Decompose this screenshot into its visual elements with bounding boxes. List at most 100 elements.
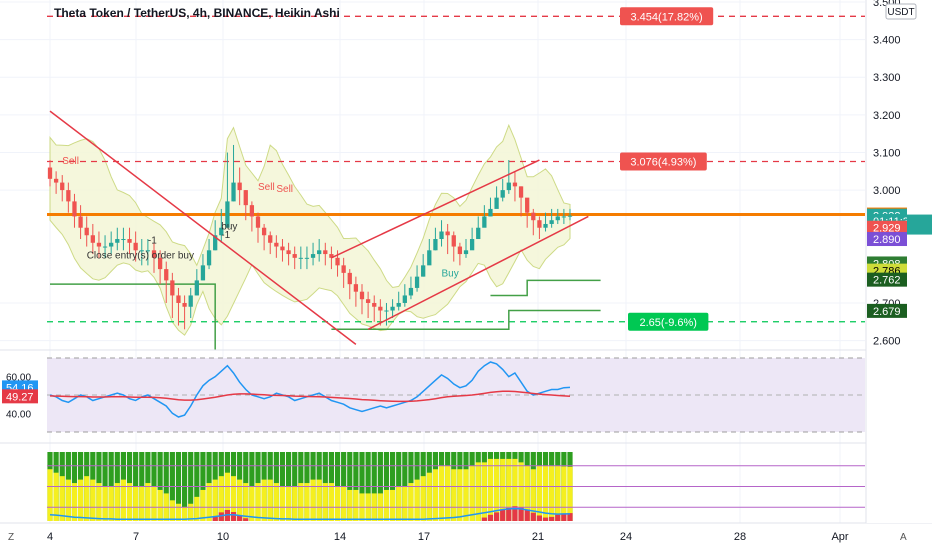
candle-body	[53, 178, 59, 183]
osc-bar-yellow	[298, 483, 304, 521]
time-tick-label: 28	[734, 531, 746, 543]
target-label-box	[628, 312, 709, 331]
osc-bar-yellow	[194, 496, 200, 521]
osc-bar-yellow	[493, 458, 500, 521]
osc-bar-yellow	[90, 479, 96, 521]
candle-body	[531, 212, 536, 221]
candle-body	[439, 231, 444, 240]
lower-channel	[367, 215, 589, 330]
candle-body	[347, 272, 352, 285]
osc-bar-yellow	[438, 465, 445, 521]
price-badge-text: 2.762	[873, 275, 901, 287]
candle-body	[292, 254, 297, 258]
osc-bar-yellow	[316, 479, 322, 521]
candle-body	[335, 257, 340, 266]
rsi-tick-label: 40.00	[6, 409, 31, 420]
candle-body	[567, 215, 573, 217]
candle-body	[139, 250, 144, 252]
candle-body	[341, 265, 346, 273]
descending-trendline	[49, 110, 357, 345]
candles[interactable]	[47, 144, 573, 330]
osc-bar-red	[230, 512, 237, 521]
time-tick-label: 7	[133, 531, 139, 543]
osc-bar-red	[567, 513, 573, 521]
osc-bar-yellow	[353, 489, 359, 521]
osc-bar-yellow	[169, 500, 175, 521]
candle-body	[421, 265, 426, 277]
currency-badge[interactable]	[885, 3, 917, 20]
candle-body	[433, 239, 438, 251]
candle-body	[488, 208, 493, 217]
zoom-reset-icon[interactable]: Z	[8, 532, 14, 543]
osc-bar-yellow	[108, 486, 114, 521]
candle-body	[102, 246, 108, 248]
upper-channel	[331, 159, 540, 259]
time-tick-label: Apr	[831, 531, 848, 543]
osc-bar-red	[512, 506, 518, 521]
candle-body	[243, 190, 248, 206]
osc-bar-yellow	[181, 507, 188, 521]
osc-bar-yellow	[530, 469, 536, 521]
osc-bar-yellow	[126, 483, 133, 521]
candle-body	[268, 235, 273, 243]
osc-bar-red	[536, 515, 543, 521]
osc-bar-yellow	[145, 483, 151, 521]
candle-body	[176, 295, 181, 303]
osc-bar-yellow	[65, 479, 71, 521]
candle-body	[133, 242, 138, 251]
time-axis[interactable]: 4 7 10 14 17 21 24 28 Apr Z A	[0, 524, 932, 550]
osc-bar-yellow	[457, 469, 463, 521]
osc-bar-red	[555, 514, 561, 521]
ichimoku-cloud-area	[49, 123, 571, 336]
price-badges: 2.9352.93201:11:342.9292.8902.8082.7862.…	[867, 207, 932, 318]
price-badge-box	[867, 220, 907, 235]
osc-bar-yellow	[347, 489, 353, 521]
candle-body	[304, 257, 310, 259]
osc-bar-yellow	[224, 472, 231, 521]
osc-bar-yellow	[542, 465, 549, 521]
candle-body	[408, 287, 414, 296]
osc-bar-yellow	[402, 486, 408, 521]
osc-bar-yellow	[536, 465, 543, 521]
candle-body	[384, 310, 389, 312]
osc-bar-yellow	[188, 503, 194, 521]
candle-body	[414, 276, 420, 288]
osc-bar-yellow	[206, 483, 212, 521]
osc-bar-red	[243, 518, 249, 521]
symbol-title: Theta Token / TetherUS, 4h, BINANCE, Hei…	[54, 6, 340, 20]
annotation-label: Sell	[62, 156, 79, 167]
candle-body	[225, 201, 230, 228]
time-axis-background	[0, 524, 932, 550]
last-price-extension	[907, 214, 932, 235]
annotation-label: Sell	[258, 182, 275, 193]
osc-bar-yellow	[383, 489, 390, 521]
candle-body	[274, 242, 279, 247]
candle-body	[561, 216, 567, 218]
trendlines[interactable]	[49, 110, 589, 345]
price-badge-text: 2.929	[873, 223, 901, 235]
osc-bar-yellow	[341, 486, 347, 521]
osc-bar-red	[506, 507, 512, 521]
price-badge-box	[867, 232, 907, 247]
osc-bar-yellow	[445, 465, 451, 521]
osc-bar-yellow	[322, 483, 328, 521]
price-axis[interactable]: 3.5003.4003.3003.2003.1003.0002.7002.600…	[865, 0, 932, 523]
osc-bar-yellow	[518, 462, 524, 521]
osc-bar-yellow	[292, 486, 298, 521]
price-badge-box	[867, 303, 907, 318]
candle-body	[494, 197, 499, 209]
annotation-label: -1	[221, 230, 230, 241]
osc-bar-yellow	[212, 479, 218, 521]
osc-bar-yellow	[310, 479, 316, 521]
osc-bar-yellow	[53, 472, 59, 521]
candle-body	[543, 223, 548, 228]
time-tick-label: 4	[47, 531, 53, 543]
candle-body	[78, 216, 83, 228]
auto-scale-icon[interactable]: A	[900, 532, 907, 543]
candle-body	[329, 254, 334, 258]
candle-body	[518, 186, 524, 198]
osc-bar-yellow	[243, 483, 249, 521]
